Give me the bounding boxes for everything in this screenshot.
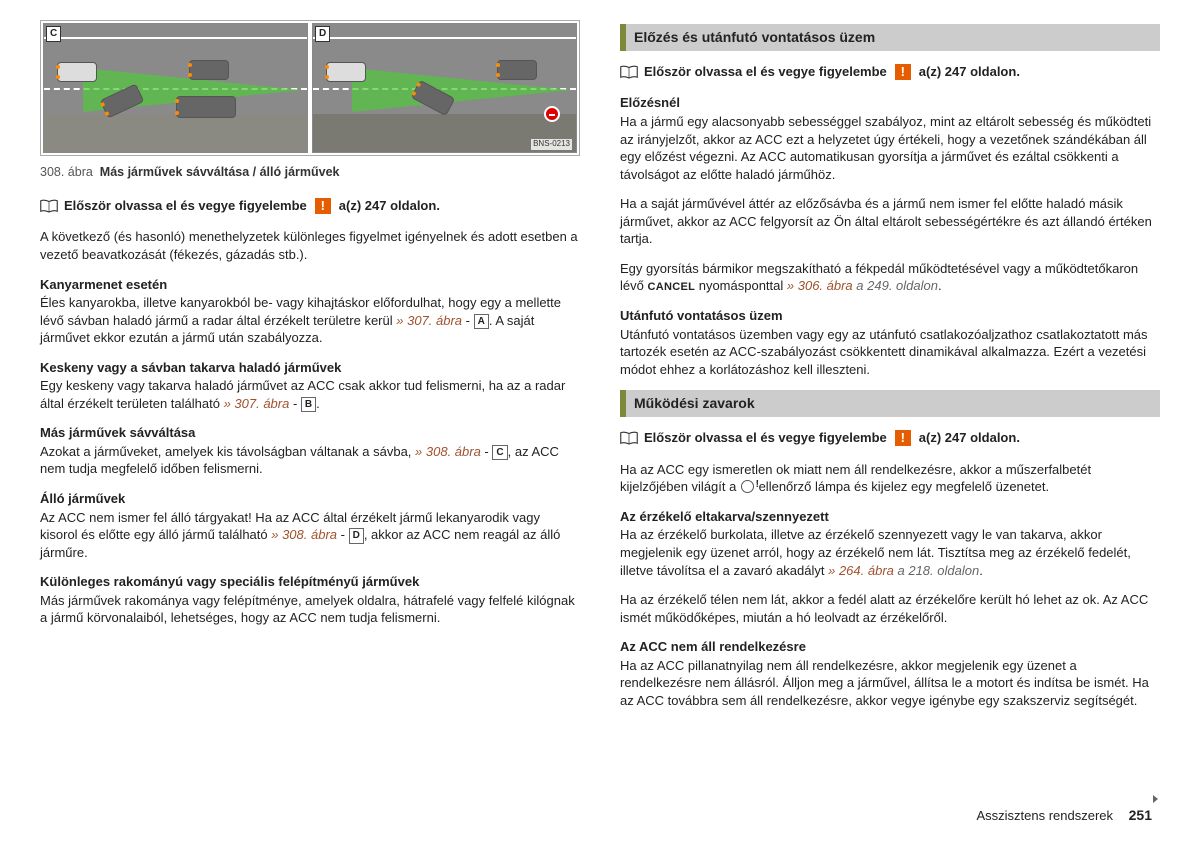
intro-paragraph: A következő (és hasonló) menethelyzetek … — [40, 228, 580, 263]
notice-text-post: a(z) 247 oldalon. — [919, 63, 1020, 81]
footer-section: Asszisztens rendszerek — [976, 808, 1113, 823]
left-column: C D BNS- — [40, 20, 580, 721]
para-stopped: Az ACC nem ismer fel álló tárgyakat! Ha … — [40, 509, 580, 562]
notice-text-pre: Először olvassa el és vegye figyelembe — [644, 429, 887, 447]
subhead-lanechange: Más járművek sávváltása — [40, 424, 580, 442]
book-icon — [40, 199, 58, 213]
read-first-notice: Először olvassa el és vegye figyelembe !… — [40, 197, 580, 215]
para-overtake-1: Ha a jármű egy alacsonyabb sebességgel s… — [620, 113, 1160, 183]
warning-icon: ! — [315, 198, 331, 214]
figure-number: 308. ábra — [40, 165, 93, 179]
subhead-curves: Kanyarmenet esetén — [40, 276, 580, 294]
figure-panel-c: C — [43, 23, 308, 153]
notice-text-pre: Először olvassa el és vegye figyelembe — [64, 197, 307, 215]
notice-text-post: a(z) 247 oldalon. — [339, 197, 440, 215]
read-first-notice-2: Először olvassa el és vegye figyelembe !… — [620, 63, 1160, 81]
para-overtake-2: Ha a saját járművével áttér az előzősávb… — [620, 195, 1160, 248]
warning-icon: ! — [895, 430, 911, 446]
warning-icon: ! — [895, 64, 911, 80]
subhead-narrow: Keskeny vagy a sávban takarva haladó jár… — [40, 359, 580, 377]
figure-caption-text: Más járművek sávváltása / álló járművek — [100, 165, 340, 179]
right-column: Előzés és utánfutó vontatásos üzem Elősz… — [620, 20, 1160, 721]
figure-panel-d: D BNS-0213 — [312, 23, 577, 153]
section-overtaking: Előzés és utánfutó vontatásos üzem — [620, 24, 1160, 51]
para-overtake-3: Egy gyorsítás bármikor megszakítható a f… — [620, 260, 1160, 295]
continuation-marker-icon — [1153, 795, 1158, 803]
para-narrow: Egy keskeny vagy takarva haladó járművet… — [40, 377, 580, 412]
para-lanechange: Azokat a járműveket, amelyek kis távolsá… — [40, 443, 580, 478]
figure-caption: 308. ábra Más járművek sávváltása / álló… — [40, 164, 580, 181]
book-icon — [620, 65, 638, 79]
para-special: Más járművek rakománya vagy felépítménye… — [40, 592, 580, 627]
section-malfunction: Működési zavarok — [620, 390, 1160, 417]
figure-308: C D BNS- — [40, 20, 580, 156]
para-sensor-snow: Ha az érzékelő télen nem lát, akkor a fe… — [620, 591, 1160, 626]
subhead-overtake: Előzésnél — [620, 94, 1160, 112]
para-curves: Éles kanyarokba, illetve kanyarokból be-… — [40, 294, 580, 347]
subhead-sensor-blocked: Az érzékelő eltakarva/szennyezett — [620, 508, 1160, 526]
subhead-trailer: Utánfutó vontatásos üzem — [620, 307, 1160, 325]
subhead-special: Különleges rakományú vagy speciális felé… — [40, 573, 580, 591]
read-first-notice-3: Először olvassa el és vegye figyelembe !… — [620, 429, 1160, 447]
figure-code: BNS-0213 — [531, 139, 572, 150]
para-malfunction-intro: Ha az ACC egy ismeretlen ok miatt nem ál… — [620, 461, 1160, 496]
panel-label-d: D — [315, 26, 330, 42]
page-footer: Asszisztens rendszerek 251 — [976, 806, 1152, 825]
notice-text-post: a(z) 247 oldalon. — [919, 429, 1020, 447]
book-icon — [620, 431, 638, 445]
para-trailer: Utánfutó vontatásos üzemben vagy egy az … — [620, 326, 1160, 379]
acc-warning-lamp-icon — [741, 480, 754, 493]
para-sensor-blocked: Ha az érzékelő burkolata, illetve az érz… — [620, 526, 1160, 579]
subhead-stopped: Álló járművek — [40, 490, 580, 508]
subhead-acc-unavailable: Az ACC nem áll rendelkezésre — [620, 638, 1160, 656]
cancel-label: CANCEL — [647, 281, 695, 293]
para-acc-unavailable: Ha az ACC pillanatnyilag nem áll rendelk… — [620, 657, 1160, 710]
notice-text-pre: Először olvassa el és vegye figyelembe — [644, 63, 887, 81]
panel-label-c: C — [46, 26, 61, 42]
footer-page-number: 251 — [1129, 807, 1152, 823]
